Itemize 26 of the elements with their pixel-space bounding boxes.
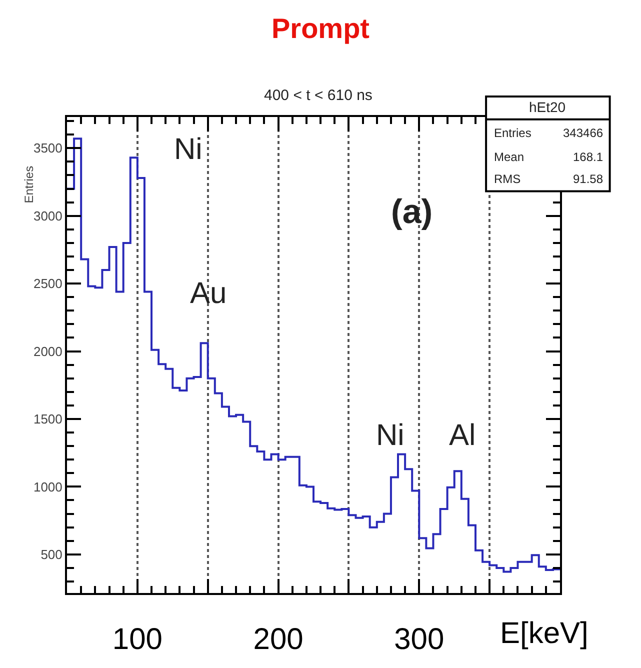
y-tick-label: 500 (40, 546, 62, 562)
y-tick-label: 3500 (33, 140, 62, 156)
y-tick-label: 1500 (33, 412, 62, 427)
chart-subtitle: 400 < t < 610 ns (264, 87, 372, 104)
y-tick-label: 2500 (33, 276, 62, 292)
text: 168.1 (573, 150, 604, 164)
x-tick-label: 100 (112, 623, 162, 656)
annotation: Ni (376, 419, 404, 452)
annotation: RMS (494, 172, 521, 186)
text: 91.58 (573, 172, 604, 186)
annotation: Al (449, 419, 476, 452)
y-tick-label: 2000 (33, 344, 62, 359)
x-axis-title: E[keV] (500, 617, 588, 650)
y-tick-label: 1000 (33, 479, 62, 494)
x-tick-label: 300 (394, 623, 444, 656)
annotation: Ni (174, 133, 202, 166)
y-tick-label: 3000 (33, 208, 62, 224)
annotation: Mean (494, 150, 524, 164)
text: 343466 (563, 126, 604, 140)
annotation: (a) (391, 193, 433, 231)
x-tick-label: 200 (253, 623, 304, 656)
y-axis-title: Entries (22, 166, 36, 204)
annotation: Au (190, 277, 227, 310)
chart-title: Prompt (272, 12, 370, 44)
annotation: Entries (494, 126, 532, 140)
text: hEt20 (529, 99, 566, 115)
